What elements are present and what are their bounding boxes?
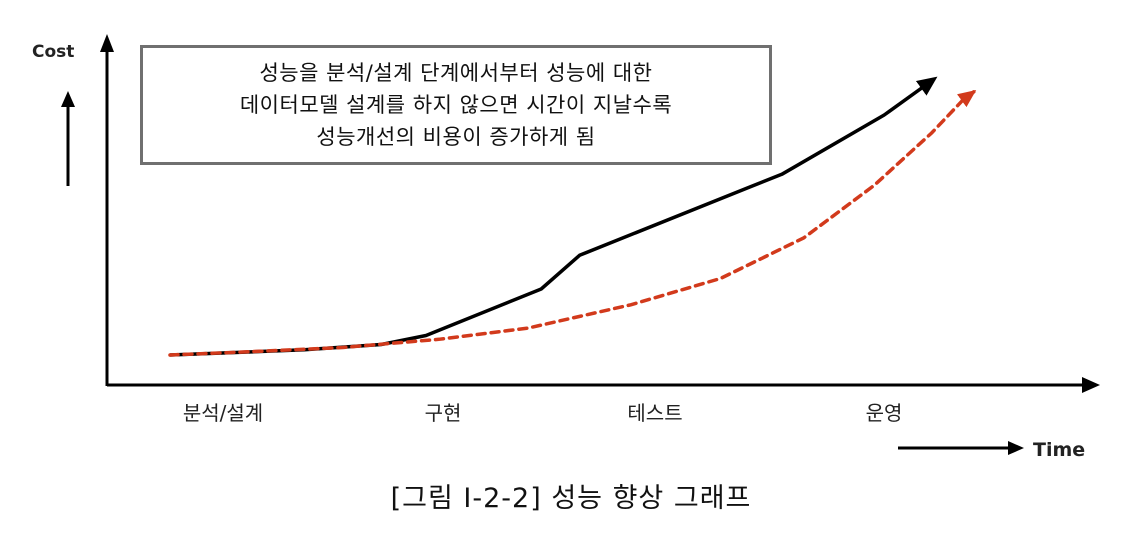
category-label-test: 테스트 [627, 401, 682, 425]
callout-box: 성능을 분석/설계 단계에서부터 성능에 대한 데이터모델 설계를 하지 않으면… [140, 45, 772, 165]
callout-line-1: 성능을 분석/설계 단계에서부터 성능에 대한 [259, 61, 653, 85]
category-label-operation: 운영 [866, 401, 903, 425]
series-line-trend-cost [168, 90, 977, 357]
figure-caption: [그림 Ⅰ-2-2] 성능 향상 그래프 [390, 483, 752, 514]
category-label-implementation: 구현 [425, 401, 462, 425]
category-label-design: 분석/설계 [183, 401, 263, 425]
time-arrowhead [1008, 441, 1024, 455]
callout-line-2: 데이터모델 설계를 하지 않으면 시간이 지날수록 [239, 93, 673, 117]
x-axis-arrowhead [1082, 377, 1100, 393]
y-axis-label: Cost [32, 42, 74, 62]
y-axis-arrowhead [100, 34, 114, 52]
callout-line-3: 성능개선의 비용이 증가하게 됨 [316, 125, 596, 149]
cost-up-arrowhead [61, 91, 75, 107]
x-axis-label: Time [1033, 439, 1085, 461]
